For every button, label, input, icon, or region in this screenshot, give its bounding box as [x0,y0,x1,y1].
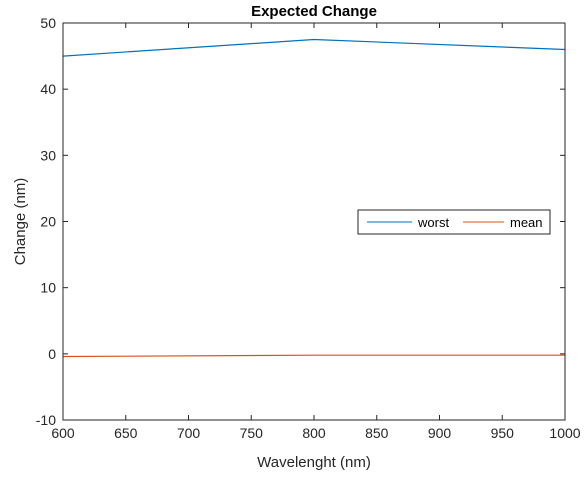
x-tick-label: 650 [114,425,138,441]
x-tick-label: 1000 [549,425,580,441]
y-tick-label: 50 [40,15,56,31]
y-axis-label: Change (nm) [12,178,29,266]
chart-title: Expected Change [251,3,377,20]
legend-label-worst: worst [417,215,449,230]
y-tick-label: 10 [40,280,56,296]
y-tick-label: 40 [40,81,56,97]
y-tick-label: 30 [40,147,56,163]
x-tick-label: 900 [428,425,452,441]
series-lines [62,38,566,358]
x-axis-ticks: 600 650 700 750 800 850 900 950 1000 [51,23,581,441]
series-line-mean [62,354,565,358]
x-tick-label: 600 [51,425,75,441]
x-tick-label: 750 [240,425,264,441]
x-tick-label: 700 [177,425,201,441]
y-tick-label: -10 [36,412,56,428]
plot-frame [62,22,566,421]
series-line-worst [62,38,566,57]
legend-label-mean: mean [510,215,543,230]
y-tick-label: 20 [40,214,56,230]
x-tick-label: 850 [365,425,389,441]
y-axis-ticks: -10 0 10 20 30 40 50 [36,15,565,428]
x-axis-label: Wavelenght (nm) [257,454,371,471]
legend: worst mean [357,209,551,235]
x-tick-label: 800 [302,425,326,441]
y-tick-label: 0 [48,346,56,362]
x-tick-label: 950 [491,425,515,441]
